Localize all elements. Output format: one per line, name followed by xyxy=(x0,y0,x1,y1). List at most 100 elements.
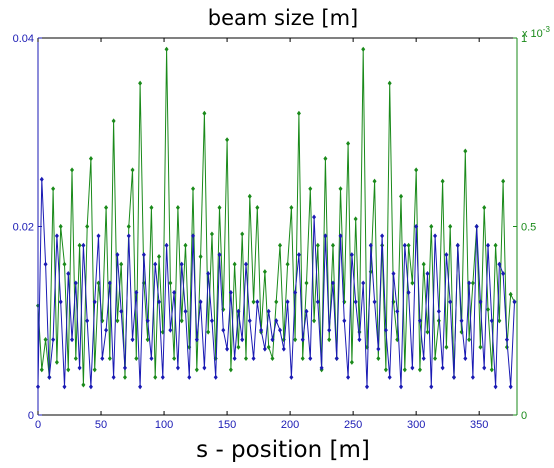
data-point-left xyxy=(368,242,373,248)
data-point-left xyxy=(293,289,298,296)
data-point-left xyxy=(433,233,438,239)
left-y-tick-label: 0.02 xyxy=(13,222,34,234)
data-point-right xyxy=(122,374,127,380)
data-point-right xyxy=(304,280,309,286)
data-point-left xyxy=(312,214,317,220)
data-point-left xyxy=(387,374,392,380)
data-point-left xyxy=(383,327,388,333)
data-point-left xyxy=(353,299,358,305)
data-point-left xyxy=(251,355,256,362)
data-point-right xyxy=(489,367,494,373)
data-point-right xyxy=(402,367,407,373)
data-point-right xyxy=(81,382,86,388)
data-point-left xyxy=(115,252,120,258)
data-point-left xyxy=(399,384,404,390)
data-point-left xyxy=(119,308,124,314)
data-point-right xyxy=(376,355,381,362)
data-point-left xyxy=(330,280,335,286)
data-point-right xyxy=(236,344,241,350)
data-point-left xyxy=(213,374,218,380)
data-point-left xyxy=(323,233,328,239)
data-point-left xyxy=(175,365,180,371)
data-point-left xyxy=(88,384,93,390)
right-y-tick-label: 0 xyxy=(521,410,527,422)
data-point-left xyxy=(361,280,366,286)
data-point-left xyxy=(300,337,305,343)
data-point-left xyxy=(308,355,313,362)
data-point-left xyxy=(259,327,264,333)
data-point-left xyxy=(376,346,381,352)
data-point-left xyxy=(122,365,127,371)
data-point-right xyxy=(444,344,449,350)
data-point-left xyxy=(281,346,286,352)
plot-area xyxy=(38,38,517,415)
data-point-left xyxy=(209,318,214,324)
right-axis-exponent: x 10-3 xyxy=(522,25,550,40)
data-point-left xyxy=(285,299,290,305)
data-point-right xyxy=(202,110,207,116)
data-point-right xyxy=(77,242,82,248)
data-point-right xyxy=(266,344,271,350)
data-point-right xyxy=(270,355,275,362)
data-point-left xyxy=(85,318,90,324)
data-point-right xyxy=(39,367,44,373)
data-point-left xyxy=(39,176,44,182)
data-point-left xyxy=(296,252,301,258)
data-point-left xyxy=(145,318,150,324)
data-point-right xyxy=(346,140,351,147)
data-point-right xyxy=(247,193,252,199)
data-point-left xyxy=(168,327,173,333)
data-point-left xyxy=(448,299,453,305)
data-point-right xyxy=(149,205,154,211)
data-point-left xyxy=(262,346,267,352)
data-point-left xyxy=(134,289,139,296)
data-point-right xyxy=(209,231,214,237)
data-point-right xyxy=(293,337,298,343)
data-point-left xyxy=(107,280,112,286)
data-point-left xyxy=(130,337,135,343)
data-point-left xyxy=(58,299,63,305)
data-point-left xyxy=(501,271,506,277)
data-point-right xyxy=(115,318,120,324)
data-point-left xyxy=(240,337,245,343)
data-point-left xyxy=(62,384,67,390)
data-point-right xyxy=(414,167,419,173)
data-point-left xyxy=(172,289,177,296)
data-point-right xyxy=(85,223,90,230)
data-point-right xyxy=(296,110,301,116)
right-axis-exponent-power: -3 xyxy=(543,25,551,34)
data-point-right xyxy=(289,205,294,211)
right-y-tick-label: 1 xyxy=(521,33,527,45)
data-point-left xyxy=(43,261,48,267)
data-point-right xyxy=(232,261,237,267)
data-point-right xyxy=(338,186,343,192)
data-point-left xyxy=(54,233,59,239)
data-point-right xyxy=(134,355,139,362)
data-point-right xyxy=(433,355,438,362)
data-point-right xyxy=(274,299,279,305)
data-point-left xyxy=(289,374,294,380)
data-point-right xyxy=(327,337,332,343)
data-point-right xyxy=(126,223,131,230)
data-point-right xyxy=(353,216,358,222)
data-point-right xyxy=(330,242,335,248)
data-point-left xyxy=(149,355,154,362)
data-point-right xyxy=(387,80,392,86)
data-point-right xyxy=(172,355,177,362)
data-point-left xyxy=(467,280,472,286)
data-point-left xyxy=(429,384,434,390)
data-point-left xyxy=(417,318,422,324)
data-point-left xyxy=(482,365,487,371)
data-point-right xyxy=(43,337,48,343)
data-point-right xyxy=(478,344,483,350)
data-point-right xyxy=(470,280,475,286)
data-point-right xyxy=(92,367,97,373)
data-point-right xyxy=(486,306,491,313)
data-point-right xyxy=(191,186,196,192)
data-point-right xyxy=(240,231,245,237)
data-point-right xyxy=(372,178,377,184)
data-point-right xyxy=(225,137,230,143)
data-point-left xyxy=(315,299,320,305)
left-y-tick-label: 0.04 xyxy=(13,33,34,45)
left-y-tick-label: 0 xyxy=(28,410,34,422)
